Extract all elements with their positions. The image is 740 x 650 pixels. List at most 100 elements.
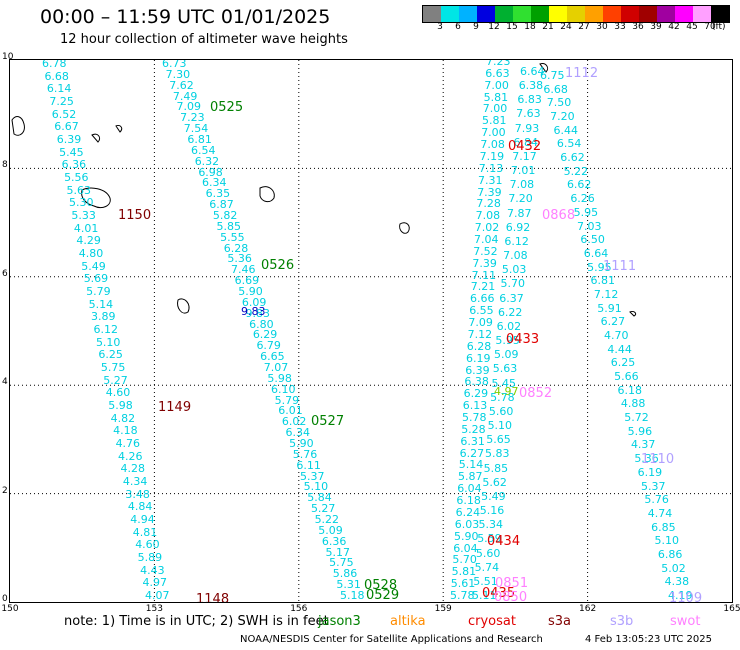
wave-height-value: 5.22 (314, 513, 340, 526)
wave-height-value: 6.36 (61, 158, 87, 172)
wave-height-value: 7.87 (507, 206, 532, 220)
wave-height-value: 7.39 (477, 185, 502, 199)
wave-height-value: 6.34 (201, 176, 227, 190)
wave-height-value: 5.49 (81, 259, 106, 273)
wave-height-value: 5.72 (624, 411, 649, 425)
wave-height-value: 6.22 (497, 305, 523, 319)
legend-unit: (ft) (712, 22, 726, 32)
wave-height-value: 6.39 (56, 133, 82, 146)
wave-height-value: 5.37 (641, 479, 666, 493)
wave-height-value: 5.70 (452, 553, 477, 567)
wave-height-value: 7.01 (510, 164, 536, 178)
latitude-tick-label: 4 (2, 377, 8, 388)
wave-height-value: 5.03 (501, 263, 527, 277)
wave-height-value: 5.87 (458, 470, 483, 484)
wave-height-value: 5.98 (108, 399, 133, 412)
wave-height-value: 4.37 (630, 438, 656, 452)
longitude-tick-label: 156 (290, 604, 308, 614)
wave-height-value: 6.84 (513, 135, 539, 149)
wave-height-value: 5.14 (88, 297, 114, 311)
wave-height-value: 4.97 (494, 385, 519, 398)
wave-height-value: 5.69 (83, 272, 109, 286)
wave-height-value: 3.89 (91, 310, 116, 324)
wave-height-value: 7.03 (577, 219, 602, 233)
island-outline (91, 133, 101, 143)
wave-height-value: 7.28 (476, 197, 501, 211)
wave-height-value: 5.75 (100, 361, 126, 374)
wave-height-value: 7.04 (474, 233, 499, 246)
wave-height-value: 6.79 (256, 339, 281, 353)
wave-height-value: 6.68 (543, 82, 568, 96)
legend-swatch (693, 6, 711, 22)
pass-time-label: 0526 (261, 258, 295, 273)
wave-height-value: 7.23 (180, 111, 205, 125)
legend-swatch (513, 6, 531, 22)
color-legend (422, 5, 730, 23)
legend-swatch (441, 6, 459, 22)
legend-label: 30 (596, 22, 608, 32)
wave-height-value: 5.11 (472, 589, 497, 602)
wave-height-value: 5.36 (634, 452, 659, 466)
legend-swatch (423, 6, 441, 22)
wave-height-value: 6.64 (520, 65, 545, 78)
legend-swatch (639, 6, 657, 22)
latitude-tick-label: 10 (2, 52, 14, 62)
satellite-label-s3b: s3b (610, 614, 634, 629)
legend-swatch (603, 6, 621, 22)
wave-height-value: 5.10 (654, 534, 680, 548)
wave-height-value: 7.23 (486, 59, 511, 68)
wave-height-value: 6.14 (46, 82, 72, 96)
wave-height-value: 6.35 (205, 187, 231, 201)
wave-height-value: 6.09 (241, 295, 267, 309)
wave-height-value: 6.65 (260, 350, 285, 364)
wave-height-value: 5.34 (478, 518, 503, 532)
wave-height-value: 6.31 (460, 434, 485, 448)
wave-height-value: 6.55 (469, 304, 494, 318)
wave-height-value: 7.20 (508, 192, 533, 206)
legend-swatch (459, 6, 477, 22)
wave-height-value: 7.19 (479, 149, 505, 163)
wave-height-value: 5.22 (563, 164, 589, 178)
wave-height-value: 5.49 (481, 489, 506, 503)
wave-height-value: 5.65 (486, 433, 511, 447)
satellite-label-altika: altika (390, 614, 426, 629)
wave-height-value: 4.74 (647, 506, 673, 520)
wave-height-value: 5.10 (303, 480, 329, 494)
wave-height-value: 7.11 (471, 268, 497, 282)
chart-title: 00:00 – 11:59 UTC 01/01/2025 (40, 6, 331, 28)
chart-subtitle: 12 hour collection of altimeter wave hei… (60, 32, 348, 47)
wave-height-value: 5.96 (627, 424, 653, 438)
legend-label: 45 (686, 22, 698, 32)
island-outline (81, 187, 111, 209)
wave-height-value: 7.07 (263, 361, 289, 374)
pass-time-label: 0528 (364, 578, 398, 593)
wave-height-value: 6.29 (252, 328, 278, 342)
wave-height-value: 4.34 (122, 475, 148, 488)
wave-height-value: 5.82 (212, 209, 238, 222)
wave-height-value: 4.19 (668, 589, 693, 602)
wave-height-value: 5.31 (336, 578, 361, 592)
wave-height-value: 6.02 (496, 319, 522, 333)
island-outline (399, 222, 410, 234)
pass-time-label: 0434 (487, 534, 521, 549)
wave-height-value: 4.28 (120, 462, 145, 476)
wave-height-value: 7.08 (509, 178, 535, 192)
wave-height-value: 6.28 (223, 241, 249, 255)
wave-height-value: 6.02 (281, 415, 307, 429)
wave-height-value: 6.92 (505, 220, 531, 234)
legend-swatch (585, 6, 603, 22)
legend-swatch (711, 6, 729, 22)
legend-label: 33 (614, 22, 626, 32)
pass-time-label: 0433 (506, 332, 540, 347)
wave-height-value: 6.68 (44, 69, 69, 83)
pass-time-label: 0525 (210, 100, 244, 115)
wave-height-value: 6.04 (453, 541, 478, 555)
wave-height-value: 7.00 (482, 102, 508, 116)
wave-height-value: 5.78 (490, 390, 515, 404)
wave-height-value: 7.30 (165, 67, 191, 81)
wave-height-value: 5.62 (482, 475, 507, 489)
wave-height-value: 7.20 (550, 110, 575, 124)
pass-time-label: 1111 (603, 259, 637, 274)
wave-height-value: 5.14 (458, 458, 484, 472)
wave-height-value: 6.73 (162, 59, 187, 70)
